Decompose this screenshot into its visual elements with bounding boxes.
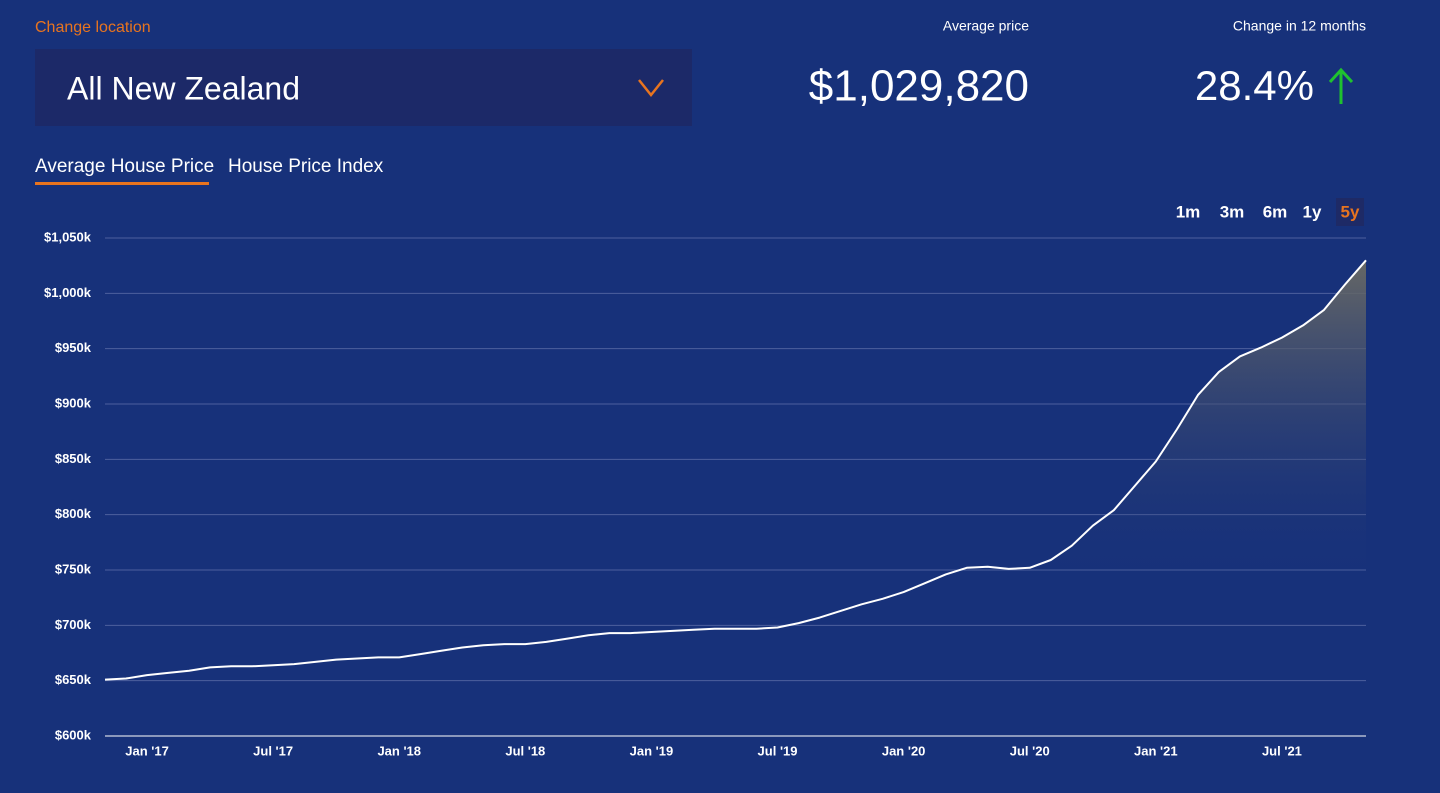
x-tick-label: Jul '21: [1262, 743, 1302, 758]
x-tick-label: Jan '21: [1134, 743, 1178, 758]
y-tick-label: $950k: [55, 340, 92, 355]
range-button[interactable]: 6m: [1263, 202, 1288, 221]
y-tick-label: $800k: [55, 506, 92, 521]
area: [105, 260, 1366, 736]
y-tick-label: $850k: [55, 451, 92, 466]
y-tick-label: $1,000k: [44, 285, 92, 300]
change-label: Change in 12 months: [1233, 18, 1366, 34]
x-tick-label: Jan '17: [125, 743, 169, 758]
range-button[interactable]: 5y: [1341, 202, 1360, 221]
tab-underline: [35, 182, 209, 185]
y-tick-label: $750k: [55, 561, 92, 576]
range-button[interactable]: 1y: [1303, 202, 1322, 221]
tab[interactable]: Average House Price: [35, 156, 214, 177]
range-selected-bg: [1336, 198, 1364, 226]
y-tick-label: $650k: [55, 672, 92, 687]
range-button[interactable]: 3m: [1220, 202, 1245, 221]
x-tick-label: Jan '18: [377, 743, 421, 758]
location-dropdown[interactable]: [35, 49, 692, 126]
y-tick-label: $900k: [55, 395, 92, 410]
y-tick-label: $700k: [55, 617, 92, 632]
y-tick-label: $1,050k: [44, 229, 92, 244]
average-price-label: Average price: [943, 18, 1029, 34]
change-location-label: Change location: [35, 19, 151, 36]
x-tick-label: Jul '19: [758, 743, 798, 758]
x-tick-label: Jul '18: [505, 743, 545, 758]
y-tick-label: $600k: [55, 727, 92, 742]
x-tick-label: Jul '17: [253, 743, 293, 758]
x-tick-label: Jul '20: [1010, 743, 1050, 758]
location-value: All New Zealand: [67, 70, 300, 106]
average-price: $1,029,820: [809, 62, 1029, 111]
x-tick-label: Jan '20: [882, 743, 926, 758]
line: [104, 259, 1367, 681]
dropdown-chevron: [638, 79, 664, 98]
x-tick-label: Jan '19: [630, 743, 674, 758]
up-arrow: [1328, 67, 1354, 104]
range-button[interactable]: 1m: [1176, 202, 1201, 221]
tab[interactable]: House Price Index: [228, 156, 384, 177]
change-value: 28.4%: [1195, 62, 1314, 109]
